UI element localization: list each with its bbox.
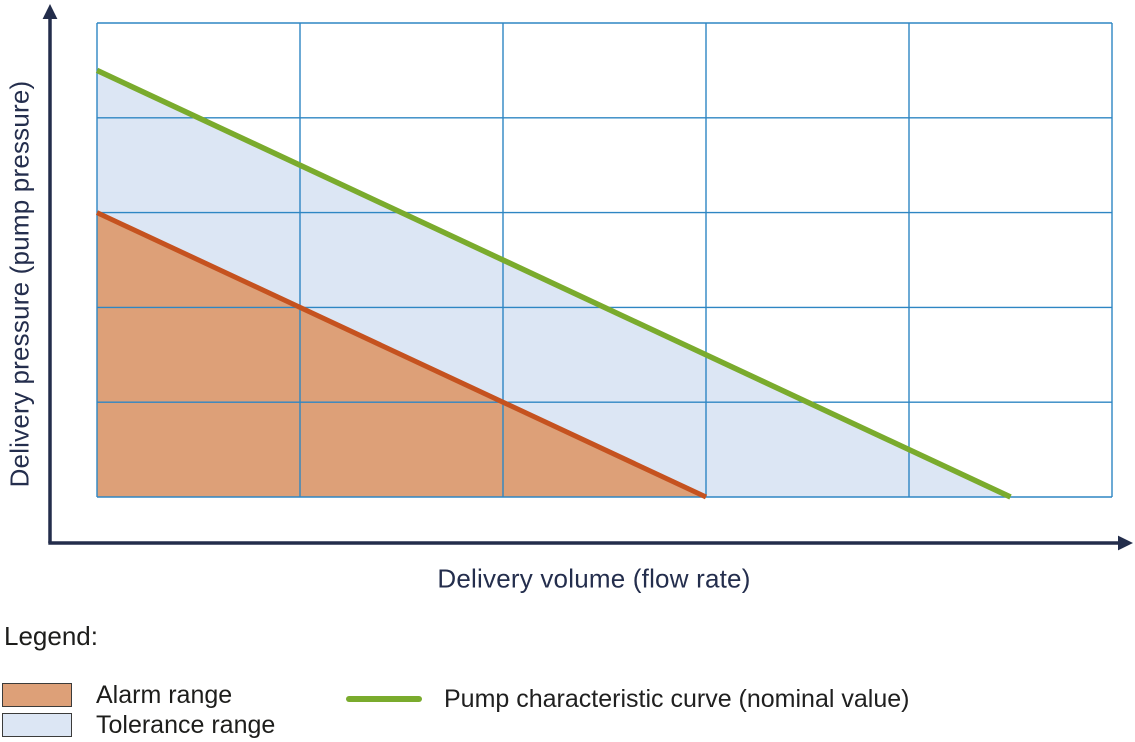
pump-curve-label: Pump characteristic curve (nominal value… — [444, 684, 910, 713]
alarm-range-swatch — [2, 683, 72, 707]
tolerance-range-swatch — [2, 713, 72, 737]
pump-characteristic-curve — [95, 67, 1012, 500]
tolerance-range-label: Tolerance range — [96, 710, 276, 739]
legend-item-alarm-range: Alarm range — [2, 680, 233, 709]
x-axis-label: Delivery volume (flow rate) — [437, 563, 751, 594]
alarm-range-label: Alarm range — [96, 680, 233, 709]
y-axis-arrow — [42, 4, 58, 19]
y-axis-label: Delivery pressure (pump pressure) — [4, 80, 35, 488]
alarm-limit-curve — [95, 210, 708, 500]
legend-item-tolerance-range: Tolerance range — [2, 710, 276, 739]
x-axis-arrow — [1118, 535, 1133, 551]
pump-curve-line-swatch — [346, 696, 422, 702]
legend-item-pump-curve: Pump characteristic curve (nominal value… — [346, 684, 910, 713]
legend-title: Legend: — [4, 621, 98, 651]
